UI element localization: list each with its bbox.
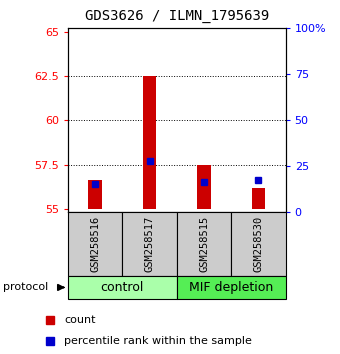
Bar	[88, 180, 102, 209]
Text: GSM258515: GSM258515	[199, 216, 209, 272]
Text: GSM258516: GSM258516	[90, 216, 100, 272]
Bar	[197, 165, 211, 209]
Bar	[122, 212, 177, 276]
Text: GSM258530: GSM258530	[253, 216, 264, 272]
Bar	[252, 188, 265, 209]
Bar	[68, 276, 177, 299]
Text: MIF depletion: MIF depletion	[189, 281, 273, 294]
Text: protocol: protocol	[3, 282, 49, 292]
Bar	[143, 76, 156, 209]
Text: GDS3626 / ILMN_1795639: GDS3626 / ILMN_1795639	[85, 9, 269, 23]
Text: count: count	[64, 315, 96, 325]
Text: control: control	[101, 281, 144, 294]
Text: GSM258517: GSM258517	[144, 216, 155, 272]
Bar	[177, 212, 231, 276]
Bar	[68, 212, 122, 276]
Bar	[231, 212, 286, 276]
Bar	[177, 276, 286, 299]
Text: percentile rank within the sample: percentile rank within the sample	[64, 336, 252, 346]
